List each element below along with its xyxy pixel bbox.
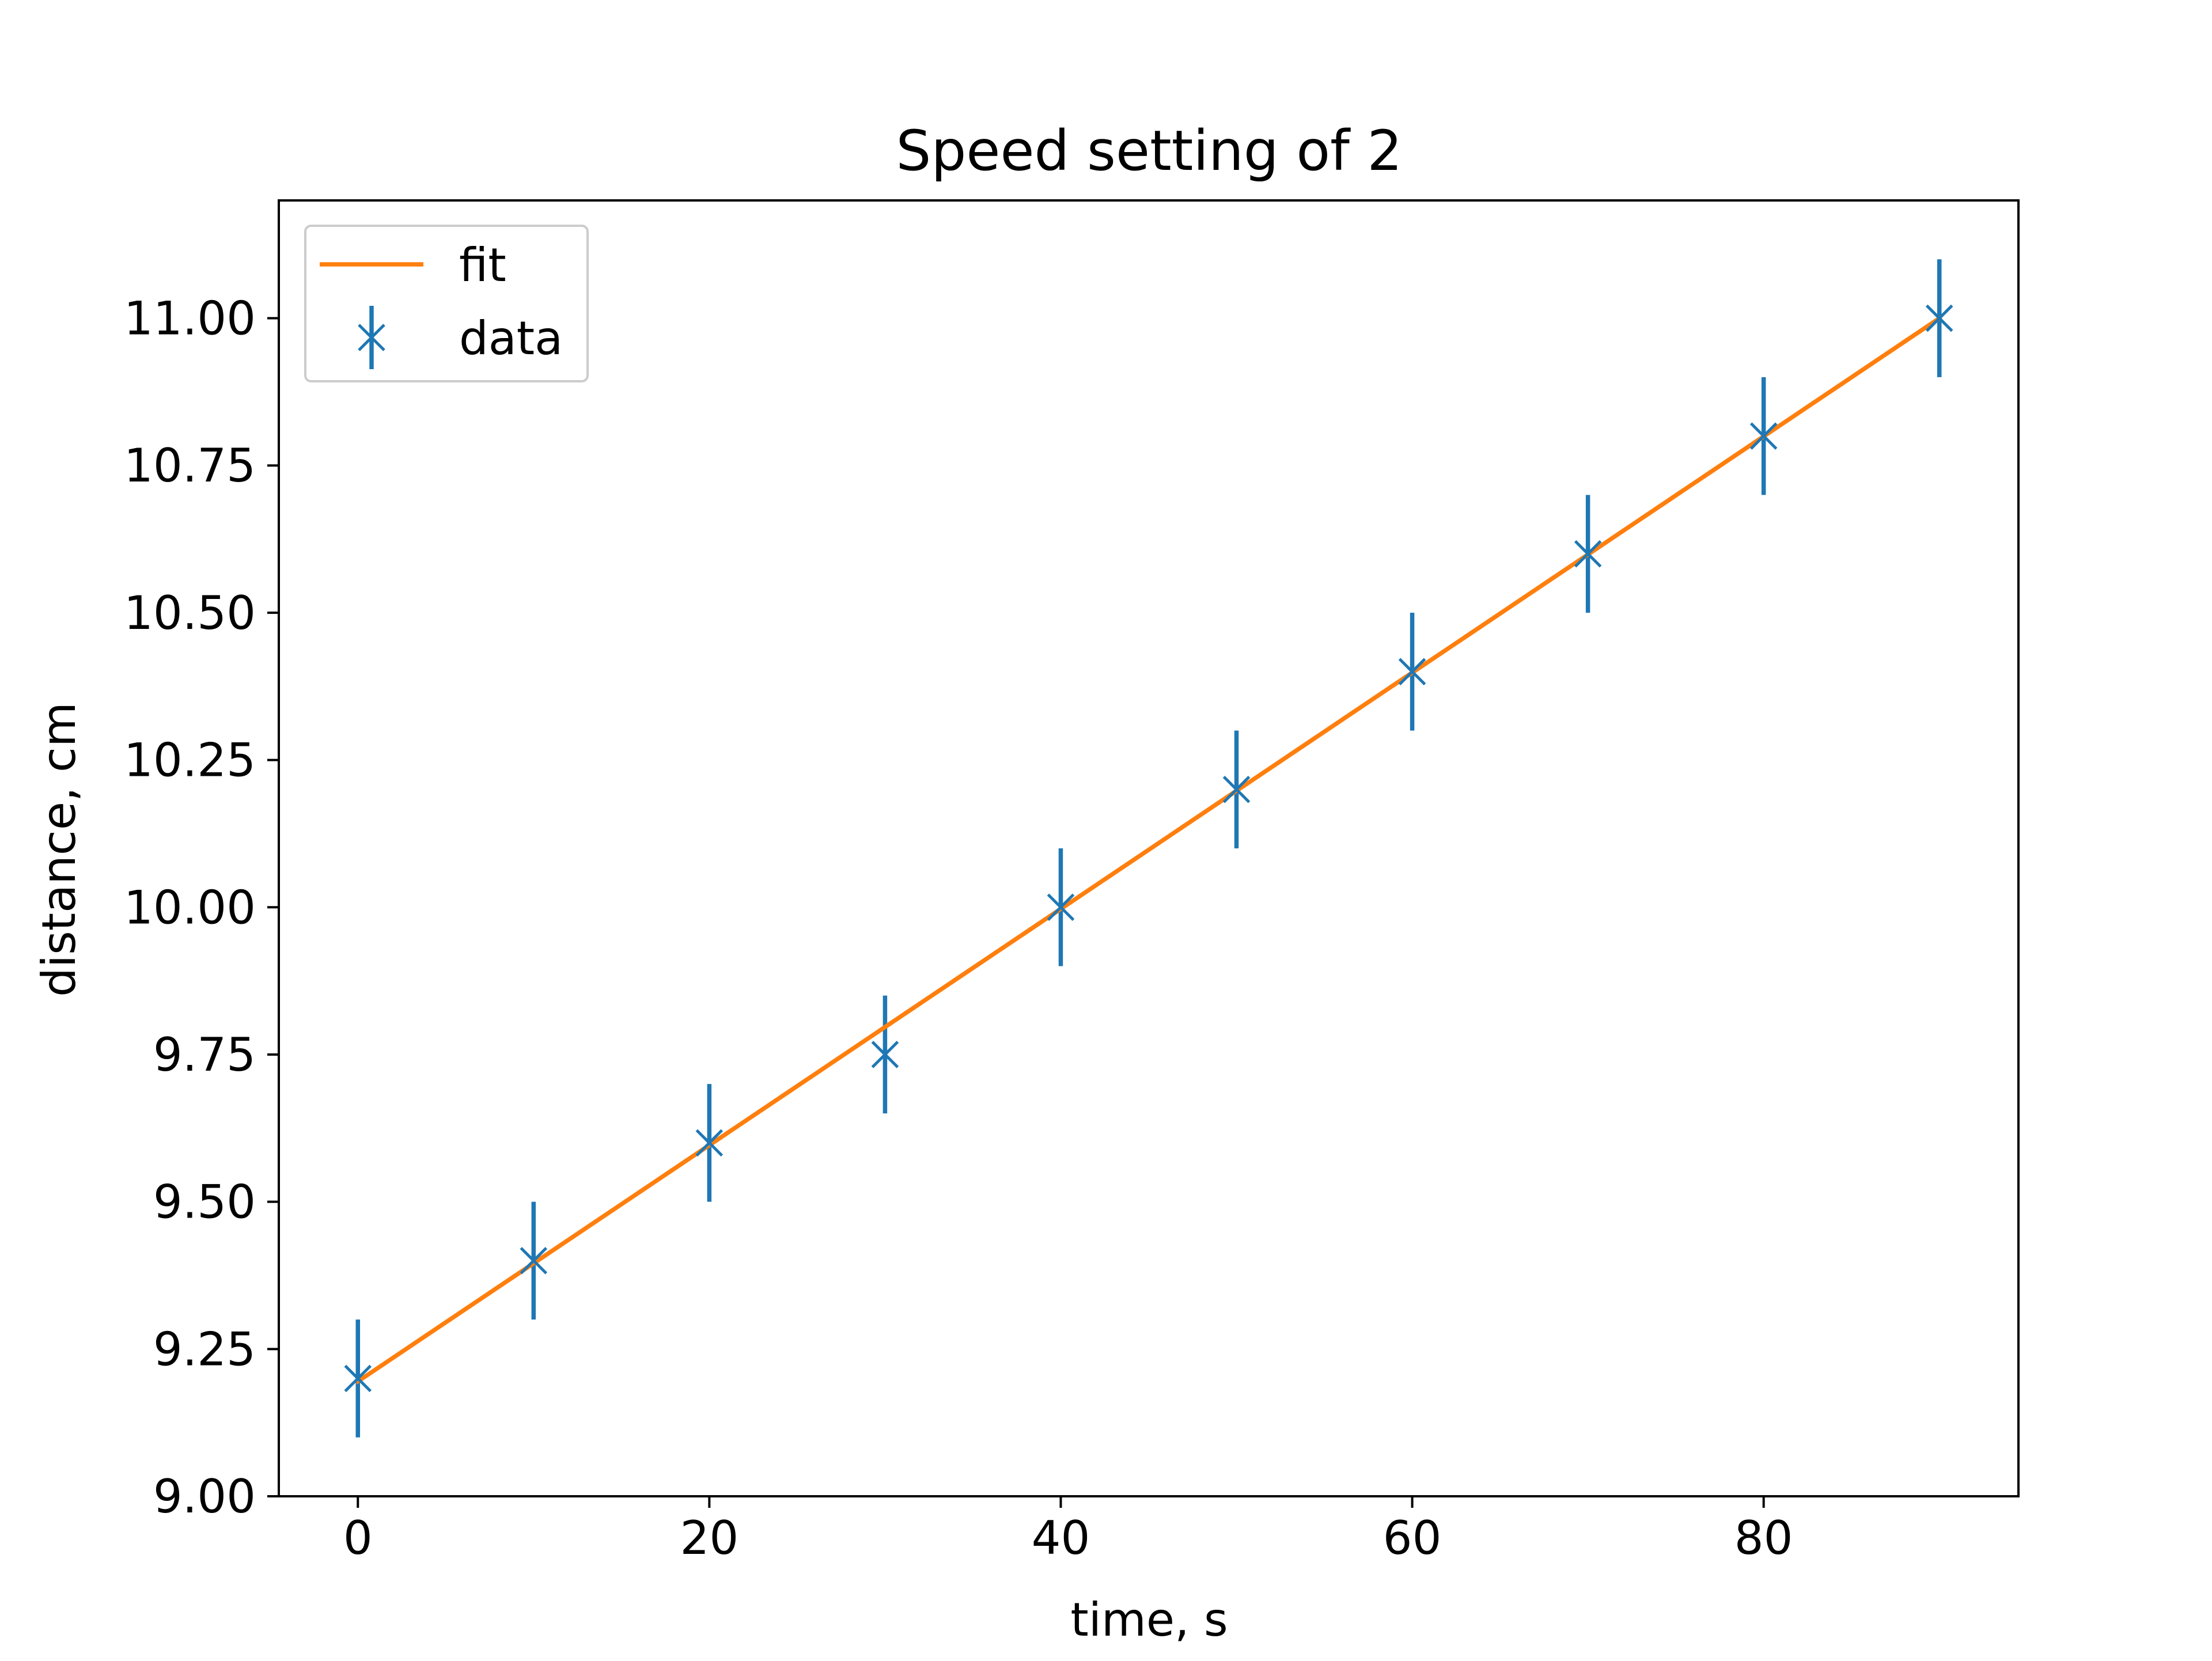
data-point-marker	[871, 1041, 899, 1068]
y-axis-label: distance, cm	[32, 702, 86, 997]
x-tick-label: 0	[343, 1511, 373, 1565]
data-point	[871, 1041, 899, 1068]
legend-label-data: data	[459, 312, 563, 365]
y-tick-label: 9.00	[153, 1470, 256, 1523]
legend-label-fit: fit	[459, 238, 506, 292]
data-point-marker	[695, 1129, 724, 1157]
data-point-marker	[1925, 304, 1953, 332]
fit-line	[355, 315, 1942, 1385]
data-point	[1047, 893, 1075, 921]
chart-title: Speed setting of 2	[896, 119, 1403, 183]
data-point	[1749, 422, 1778, 450]
y-tick-label: 9.25	[153, 1322, 256, 1376]
x-tick-label: 60	[1383, 1511, 1442, 1565]
data-point	[695, 1129, 724, 1157]
y-tick-label: 9.75	[153, 1028, 256, 1082]
y-tick-label: 9.50	[153, 1175, 256, 1229]
x-tick-label: 80	[1734, 1511, 1793, 1565]
axes-frame	[278, 199, 2020, 1497]
legend-swatch-data	[358, 324, 385, 351]
data-point	[1398, 658, 1426, 685]
data-point-marker	[1398, 658, 1426, 685]
legend: fit data	[304, 225, 589, 382]
data-point	[520, 1247, 548, 1275]
y-tick-label: 10.50	[124, 586, 256, 640]
plot-area: 0 20 40 60 80 9.00 9.25 9.50 9.75 10.00 10.25 10.50…	[124, 199, 2020, 1565]
data-point-marker	[1047, 893, 1075, 921]
x-axis-label: time, s	[1070, 1593, 1228, 1647]
y-tick-label: 10.00	[124, 881, 256, 934]
data-point-marker	[1749, 422, 1778, 450]
x-tick-label: 20	[680, 1511, 738, 1565]
data-point	[344, 1364, 372, 1393]
x-tick-label: 40	[1032, 1511, 1090, 1565]
data-point-marker	[520, 1247, 548, 1275]
data-point-marker	[1222, 775, 1251, 803]
data-point	[1574, 540, 1602, 568]
data-point-marker	[1574, 540, 1602, 568]
data-point	[1925, 304, 1953, 332]
data-point	[1222, 775, 1251, 803]
y-tick-label: 10.75	[124, 439, 256, 492]
y-tick-label: 10.25	[124, 734, 256, 787]
data-point-marker	[344, 1364, 372, 1393]
y-tick-label: 11.00	[124, 292, 256, 346]
